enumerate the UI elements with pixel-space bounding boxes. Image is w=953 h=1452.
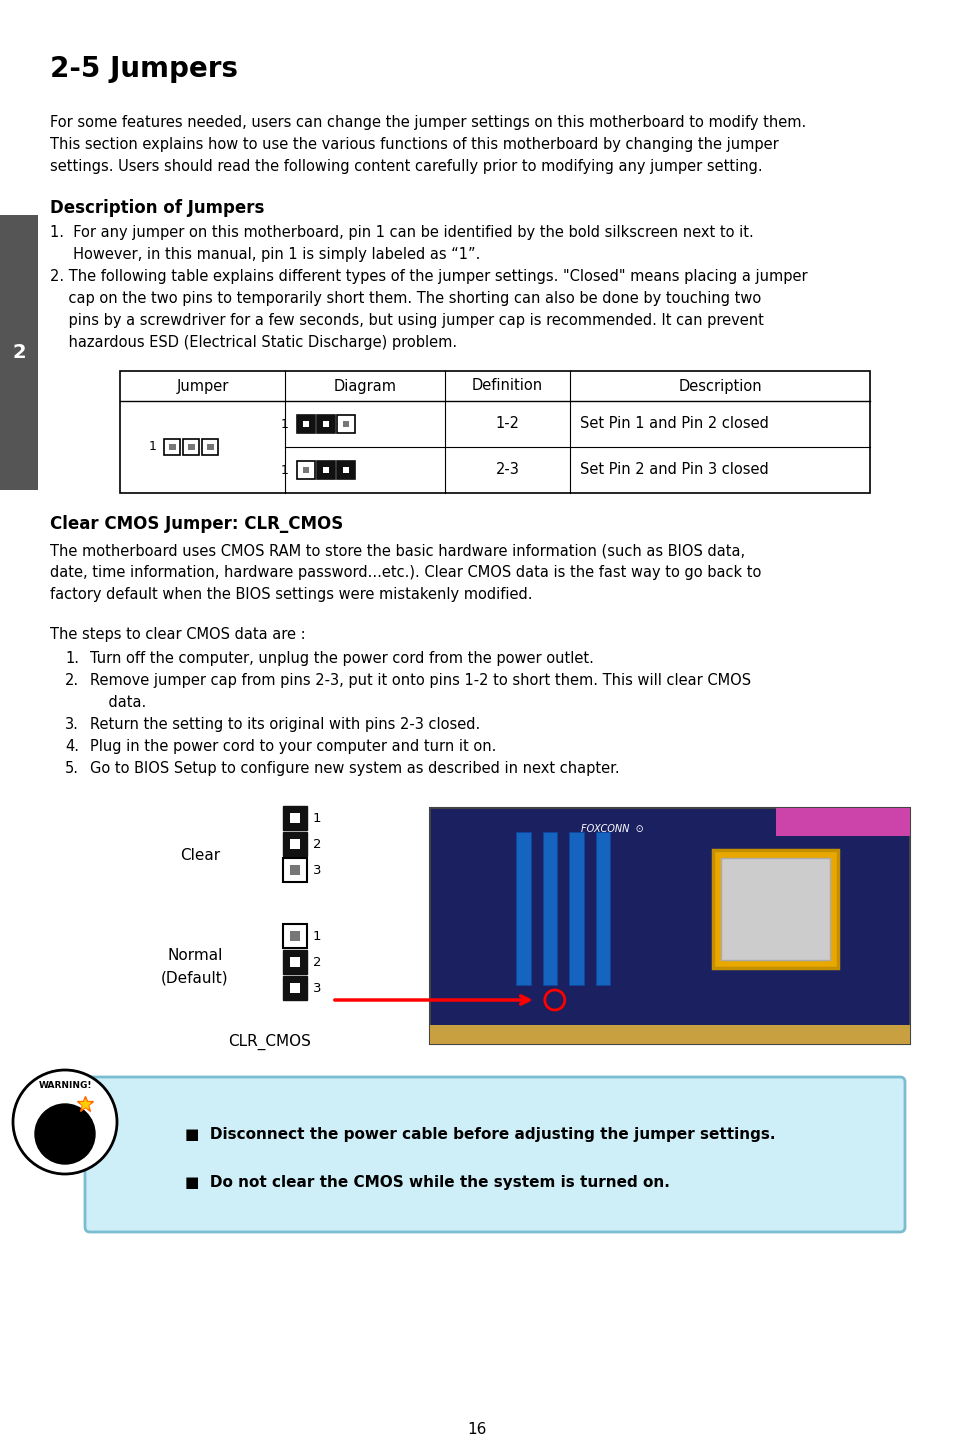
Bar — [302, 466, 309, 473]
Bar — [0, 215, 38, 489]
Text: CLR_CMOS: CLR_CMOS — [229, 1034, 311, 1050]
Bar — [296, 415, 314, 433]
Text: This section explains how to use the various functions of this motherboard by ch: This section explains how to use the var… — [50, 136, 778, 152]
Bar — [290, 839, 299, 848]
Circle shape — [13, 1070, 117, 1175]
Text: Set Pin 1 and Pin 2 closed: Set Pin 1 and Pin 2 closed — [579, 417, 768, 431]
Text: 16: 16 — [467, 1423, 486, 1437]
Text: Clear CMOS Jumper: CLR_CMOS: Clear CMOS Jumper: CLR_CMOS — [50, 515, 343, 533]
Text: 1: 1 — [281, 418, 289, 430]
Bar — [322, 468, 329, 473]
Text: 2-3: 2-3 — [495, 463, 518, 478]
Text: The motherboard uses CMOS RAM to store the basic hardware information (such as B: The motherboard uses CMOS RAM to store t… — [50, 543, 744, 558]
Bar — [316, 460, 335, 479]
Text: 1.: 1. — [65, 650, 79, 666]
Text: FOXCONN  ⊙: FOXCONN ⊙ — [580, 825, 643, 835]
Text: Jumper: Jumper — [176, 379, 229, 393]
Text: 2: 2 — [313, 838, 321, 851]
Text: 3.: 3. — [65, 717, 79, 732]
Bar — [283, 832, 307, 857]
Bar — [290, 983, 299, 993]
Text: However, in this manual, pin 1 is simply labeled as “1”.: However, in this manual, pin 1 is simply… — [50, 247, 480, 261]
Bar — [302, 421, 309, 427]
Text: Remove jumper cap from pins 2-3, put it onto pins 1-2 to short them. This will c: Remove jumper cap from pins 2-3, put it … — [90, 672, 750, 688]
Text: 2.: 2. — [65, 672, 79, 688]
Bar — [322, 421, 329, 427]
Bar — [290, 957, 299, 967]
Text: 2. The following table explains different types of the jumper settings. "Closed": 2. The following table explains differen… — [50, 269, 807, 285]
Text: Normal: Normal — [167, 948, 222, 964]
Text: Return the setting to its original with pins 2-3 closed.: Return the setting to its original with … — [90, 717, 479, 732]
Circle shape — [35, 1104, 95, 1165]
Text: data.: data. — [90, 696, 146, 710]
Bar — [283, 923, 307, 948]
Text: ■  Do not clear the CMOS while the system is turned on.: ■ Do not clear the CMOS while the system… — [185, 1175, 669, 1189]
Bar — [290, 931, 299, 941]
Text: pins by a screwdriver for a few seconds, but using jumper cap is recommended. It: pins by a screwdriver for a few seconds,… — [50, 314, 763, 328]
Text: 2: 2 — [313, 955, 321, 968]
Bar — [430, 1025, 909, 1044]
Bar — [290, 865, 299, 874]
Bar — [164, 439, 180, 454]
Text: 3: 3 — [313, 864, 321, 877]
Bar — [569, 832, 583, 984]
Text: 3: 3 — [313, 982, 321, 995]
Text: Description of Jumpers: Description of Jumpers — [50, 199, 264, 216]
Bar — [296, 460, 314, 479]
Text: 2-5 Jumpers: 2-5 Jumpers — [50, 55, 237, 83]
Text: Clear: Clear — [180, 848, 220, 864]
Text: The steps to clear CMOS data are :: The steps to clear CMOS data are : — [50, 627, 305, 642]
Bar — [595, 832, 609, 984]
Bar — [775, 807, 909, 836]
Bar — [283, 806, 307, 831]
Text: date, time information, hardware password...etc.). Clear CMOS data is the fast w: date, time information, hardware passwor… — [50, 565, 760, 579]
Text: hazardous ESD (Electrical Static Discharge) problem.: hazardous ESD (Electrical Static Dischar… — [50, 335, 456, 350]
Text: Plug in the power cord to your computer and turn it on.: Plug in the power cord to your computer … — [90, 739, 496, 754]
Text: Go to BIOS Setup to configure new system as described in next chapter.: Go to BIOS Setup to configure new system… — [90, 761, 619, 775]
Bar — [188, 444, 194, 450]
Bar — [516, 832, 530, 984]
Bar — [120, 372, 869, 494]
Text: Turn off the computer, unplug the power cord from the power outlet.: Turn off the computer, unplug the power … — [90, 650, 594, 666]
Text: Description: Description — [678, 379, 761, 393]
Text: ■  Disconnect the power cable before adjusting the jumper settings.: ■ Disconnect the power cable before adju… — [185, 1127, 775, 1141]
Text: 2: 2 — [12, 343, 26, 362]
Text: WARNING!: WARNING! — [38, 1082, 91, 1090]
Text: 1-2: 1-2 — [495, 417, 519, 431]
Text: 1: 1 — [281, 463, 289, 476]
Bar — [183, 439, 199, 454]
Bar — [430, 807, 909, 1044]
Bar — [342, 421, 349, 427]
Bar — [336, 460, 355, 479]
Text: factory default when the BIOS settings were mistakenly modified.: factory default when the BIOS settings w… — [50, 587, 532, 603]
Bar — [290, 813, 299, 823]
Bar — [202, 439, 218, 454]
Text: settings. Users should read the following content carefully prior to modifying a: settings. Users should read the followin… — [50, 160, 761, 174]
Bar — [169, 444, 175, 450]
Bar — [713, 851, 837, 968]
Text: 4.: 4. — [65, 739, 79, 754]
Text: 1: 1 — [313, 929, 321, 942]
Text: 1.  For any jumper on this motherboard, pin 1 can be identified by the bold silk: 1. For any jumper on this motherboard, p… — [50, 225, 753, 240]
Text: For some features needed, users can change the jumper settings on this motherboa: For some features needed, users can chan… — [50, 115, 805, 131]
Text: 1: 1 — [149, 440, 156, 453]
Text: cap on the two pins to temporarily short them. The shorting can also be done by : cap on the two pins to temporarily short… — [50, 290, 760, 306]
Bar — [720, 858, 829, 960]
Bar — [283, 950, 307, 974]
Text: 5.: 5. — [65, 761, 79, 775]
Text: (Default): (Default) — [161, 970, 229, 986]
Bar — [207, 444, 213, 450]
Bar — [336, 415, 355, 433]
Bar — [316, 415, 335, 433]
FancyBboxPatch shape — [85, 1077, 904, 1231]
Bar — [542, 832, 557, 984]
Bar — [283, 976, 307, 1000]
Text: 1: 1 — [313, 812, 321, 825]
Text: Diagram: Diagram — [334, 379, 396, 393]
Bar — [342, 468, 349, 473]
Bar — [283, 858, 307, 881]
Text: Definition: Definition — [472, 379, 542, 393]
Text: Set Pin 2 and Pin 3 closed: Set Pin 2 and Pin 3 closed — [579, 463, 768, 478]
